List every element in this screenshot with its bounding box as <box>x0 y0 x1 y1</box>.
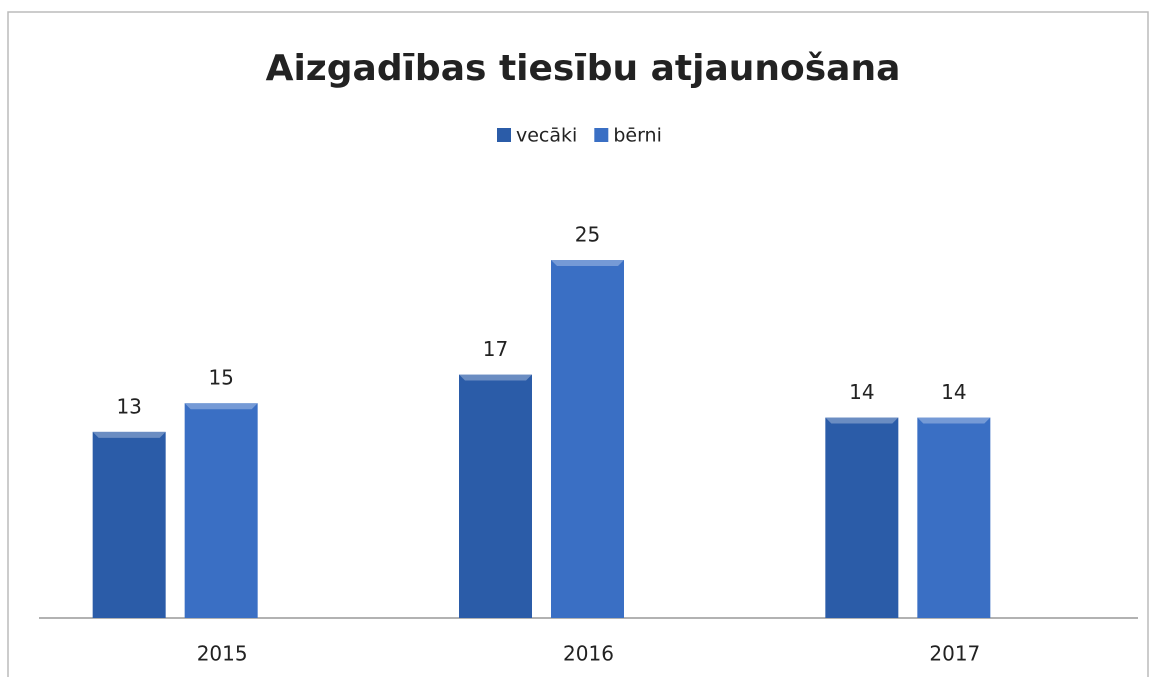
bar-bevel <box>459 374 532 381</box>
data-label: 25 <box>575 223 600 247</box>
bar-bevel <box>551 260 624 266</box>
data-label: 17 <box>483 337 508 361</box>
bar-bevel <box>825 417 899 424</box>
bar-bevel <box>92 431 166 438</box>
data-label: 13 <box>116 394 141 418</box>
x-tick-label: 2015 <box>197 642 248 666</box>
legend-label: vecāki <box>516 125 577 147</box>
x-tick-label: 2016 <box>563 642 614 666</box>
bar <box>551 260 624 618</box>
legend-swatch <box>497 128 511 142</box>
x-tick-label: 2017 <box>929 642 980 666</box>
legend-swatch <box>594 128 609 142</box>
data-label: 15 <box>208 366 233 390</box>
bar <box>459 374 532 618</box>
legend-label: bērni <box>613 125 662 147</box>
bar <box>92 431 166 618</box>
bar <box>917 417 991 618</box>
bar-bevel <box>184 403 258 410</box>
data-label: 14 <box>849 380 874 404</box>
data-label: 14 <box>941 380 966 404</box>
bar <box>184 403 258 618</box>
bar-bevel <box>917 417 991 424</box>
chart-title: Aizgadības tiesību atjaunošana <box>266 48 901 89</box>
bar <box>825 417 899 618</box>
